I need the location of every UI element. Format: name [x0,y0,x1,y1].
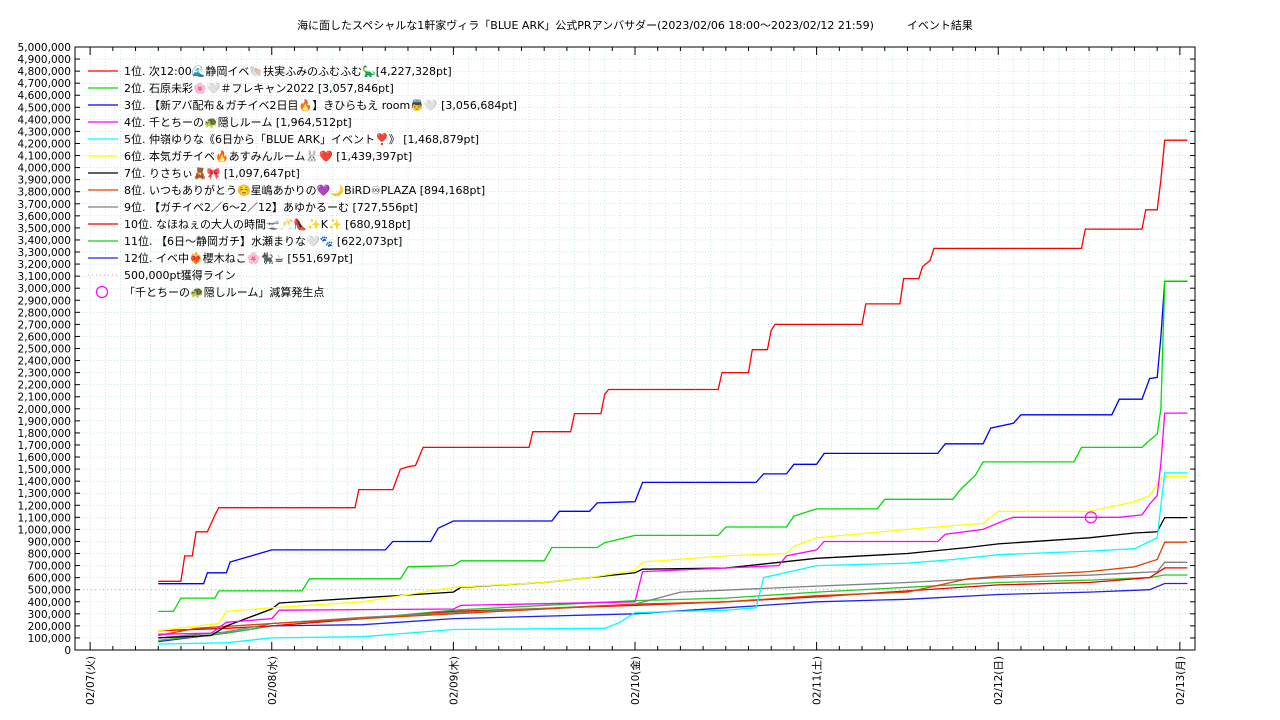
y-tick-label: 3,800,000 [18,187,71,199]
y-tick-label: 500,000 [28,585,71,597]
x-tick-label: 02/07(火) [85,656,97,705]
legend-label: 10位. なほねぇの大人の時間🛫🥂👠✨K✨ [680,918pt] [124,217,411,231]
y-tick-label: 5,000,000 [18,42,71,54]
y-tick-label: 2,300,000 [18,368,71,380]
y-tick-label: 1,000,000 [18,524,71,536]
legend-label: 6位. 本気ガチイベ🔥あすみんルーム🐰❤️ [1,439,397pt] [124,149,412,163]
legend-label: 11位. 【6日〜静岡ガチ】水瀬まりな🤍🐾 [622,073pt] [124,234,402,248]
y-tick-label: 0 [64,645,71,657]
y-tick-label: 3,600,000 [18,211,71,223]
y-tick-label: 4,500,000 [18,102,71,114]
legend-label: 2位. 石原未彩🌸🤍＃フレキャン2022 [3,057,846pt] [124,81,394,95]
legend-label: 3位. 【新アバ配布＆ガチイベ2日目🔥】きひらもえ room👼🤍 [3,056,… [124,98,517,112]
y-tick-label: 4,900,000 [18,54,71,66]
y-tick-label: 300,000 [28,609,71,621]
y-tick-label: 2,600,000 [18,331,71,343]
series-line [158,582,1188,643]
y-tick-label: 3,400,000 [18,235,71,247]
series-line [158,472,1188,645]
y-tick-label: 3,900,000 [18,175,71,187]
y-tick-label: 600,000 [28,573,71,585]
x-axis: 02/07(火) 02/08(水) 02/09(木) 02/10(金) 02/11(土)… [85,47,1187,705]
y-tick-label: 2,700,000 [18,319,71,331]
series-line [158,280,1188,585]
x-tick-label: 02/11(土) [811,656,824,705]
series-layer [158,139,1188,645]
y-tick-label: 700,000 [28,561,71,573]
y-tick-label: 4,300,000 [18,126,71,138]
y-tick-label: 2,200,000 [18,380,71,392]
series-line [158,475,1188,632]
y-tick-label: 4,400,000 [18,114,71,126]
y-tick-label: 1,200,000 [18,500,71,512]
legend-label: 1位. 次12:00🌊静岡イベ🐚扶実ふみのふむふむ🦕[4,227,328pt] [124,64,452,78]
y-tick-label: 4,800,000 [18,66,71,78]
y-tick-label: 100,000 [28,633,71,645]
y-tick-label: 2,900,000 [18,295,71,307]
y-tick-label: 4,600,000 [18,90,71,102]
y-tick-label: 3,700,000 [18,199,71,211]
y-tick-label: 2,500,000 [18,344,71,356]
series-line [158,567,1188,632]
y-tick-label: 1,900,000 [18,416,71,428]
legend-label: 12位. イベ中❤️‍🔥櫻木ねこ🌸🐈‍⬛☕ [551,697pt] [124,251,353,265]
y-tick-label: 1,100,000 [18,512,71,524]
y-tick-label: 800,000 [28,549,71,561]
chart-title: 海に面したスペシャルな1軒家ヴィラ「BLUE ARK」公式PRアンバサダー(20… [297,19,973,32]
series-line [158,412,1188,635]
y-tick-label: 3,300,000 [18,247,71,259]
legend: 1位. 次12:00🌊静岡イベ🐚扶実ふみのふむふむ🦕[4,227,328pt] 2… [88,64,517,299]
x-tick-label: 02/09(木) [448,656,460,705]
reduction-marker [1084,511,1098,524]
y-tick-label: 4,200,000 [18,138,71,150]
y-tick-label: 4,000,000 [18,163,71,175]
grid [74,47,1196,650]
y-tick-label: 2,400,000 [18,356,71,368]
y-tick-label: 900,000 [28,536,71,548]
y-tick-label: 3,000,000 [18,283,71,295]
x-tick-label: 02/10(金) [629,656,642,705]
y-tick-label: 2,000,000 [18,404,71,416]
x-tick-label: 02/08(水) [267,656,279,705]
y-tick-label: 1,500,000 [18,464,71,476]
x-tick-label: 02/12(日) [993,656,1005,705]
y-tick-label: 4,700,000 [18,78,71,90]
legend-label: 5位. 仲嶺ゆりな《6日から「BLUE ARK」イベント❣️》 [1,468,8… [124,132,479,146]
legend-label: 8位. いつもありがとう☺️星嶋あかりの💜🌙BiRD♾PLAZA [894,16… [124,183,485,197]
legend-label: 9位. 【ガチイベ2／6〜2／12】あゆかるーむ [727,556pt] [124,200,418,214]
legend-label: 500,000pt獲得ライン [124,269,236,282]
y-tick-label: 2,800,000 [18,307,71,319]
y-tick-label: 1,700,000 [18,440,71,452]
y-tick-label: 1,600,000 [18,452,71,464]
marker-layer [1084,511,1098,524]
y-axis: 0100,000200,000300,000400,000500,000600,… [18,42,1195,657]
series-line [158,541,1188,637]
legend-label: 7位. りさちぃ🧸🎀 [1,097,647pt] [124,166,300,180]
y-tick-label: 200,000 [28,621,71,633]
y-tick-label: 3,500,000 [18,223,71,235]
y-tick-label: 1,300,000 [18,488,71,500]
y-tick-label: 1,800,000 [18,428,71,440]
y-tick-label: 1,400,000 [18,476,71,488]
x-tick-label: 02/13(月) [1175,656,1187,705]
y-tick-label: 400,000 [28,597,71,609]
series-line [158,280,1188,613]
y-tick-label: 3,100,000 [18,271,71,283]
series-line [158,139,1188,582]
y-tick-label: 4,100,000 [18,151,71,163]
legend-label: 4位. 千とちーの🐢隠しルーム [1,964,512pt] [124,115,352,129]
y-tick-label: 2,100,000 [18,392,71,404]
y-tick-label: 3,200,000 [18,259,71,271]
legend-marker-icon [95,285,109,299]
legend-label: 「千とちーの🐢隠しルーム」減算発生点 [124,285,324,299]
